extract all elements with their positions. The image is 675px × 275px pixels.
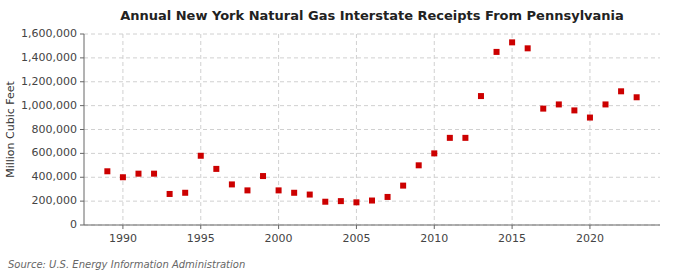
grid-line-y: [84, 105, 660, 106]
point: [494, 49, 500, 55]
grid-line-y: [84, 129, 660, 130]
point: [369, 198, 375, 204]
point: [385, 194, 391, 200]
point: [416, 162, 422, 168]
y-axis-label: Million Cubic Feet: [4, 80, 17, 177]
point: [634, 94, 640, 100]
tick-label-y: 400,000: [32, 170, 78, 183]
grid-line-x: [200, 34, 201, 225]
point: [556, 101, 562, 107]
tick-label-y: 1,600,000: [21, 27, 77, 40]
tick-x: [589, 225, 590, 229]
point: [135, 171, 141, 177]
grid-line-x: [278, 34, 279, 225]
tick-label-x: 2020: [576, 232, 604, 245]
tick-label-x: 1995: [187, 232, 215, 245]
tick-label-y: 600,000: [32, 146, 78, 159]
grid-line-y: [84, 81, 660, 82]
tick-label-x: 2000: [265, 232, 293, 245]
tick-y: [80, 201, 84, 202]
tick-y: [80, 177, 84, 178]
data-points: [104, 39, 639, 205]
point: [431, 150, 437, 156]
point: [603, 101, 609, 107]
point: [447, 135, 453, 141]
grid-line-x: [356, 34, 357, 225]
grid-line-x: [589, 34, 590, 225]
tick-x: [512, 225, 513, 229]
grid-line-y: [84, 34, 660, 35]
point: [353, 199, 359, 205]
point: [291, 190, 297, 196]
title: Annual New York Natural Gas Interstate R…: [120, 8, 624, 23]
tick-label-x: 1990: [109, 232, 137, 245]
point: [151, 171, 157, 177]
tick-x: [278, 225, 279, 229]
grid-line-y: [84, 57, 660, 58]
point: [104, 168, 110, 174]
point: [587, 115, 593, 121]
point: [167, 191, 173, 197]
grid: [84, 34, 660, 225]
tick-label-y: 0: [70, 218, 77, 231]
tick-y: [80, 57, 84, 58]
grid-line-x: [122, 34, 123, 225]
point: [120, 174, 126, 180]
chart-svg: 0 200,000 400,000 600,000 800,000 1,000,000 1,…: [0, 0, 675, 275]
y-axis-line: [84, 34, 85, 225]
tick-y: [80, 153, 84, 154]
point: [509, 39, 515, 45]
point: [229, 181, 235, 187]
tick-y: [80, 225, 84, 226]
point: [462, 135, 468, 141]
point: [618, 88, 624, 94]
tick-y: [80, 105, 84, 106]
point: [338, 198, 344, 204]
tick-label-x: 2015: [498, 232, 526, 245]
tick-x: [434, 225, 435, 229]
tick-label-y: 200,000: [32, 194, 78, 207]
tick-y: [80, 34, 84, 35]
tick-label-y: 1,400,000: [21, 51, 77, 64]
grid-line-y: [84, 177, 660, 178]
point: [276, 187, 282, 193]
tick-label-y: 800,000: [32, 123, 78, 136]
tick-x: [356, 225, 357, 229]
source-note: Source: U.S. Energy Information Administ…: [8, 259, 245, 270]
tick-y: [80, 81, 84, 82]
x-axis-line: [84, 225, 660, 226]
tick-label-x: 2010: [420, 232, 448, 245]
tick-label-x: 2005: [342, 232, 370, 245]
point: [478, 93, 484, 99]
grid-line-x: [434, 34, 435, 225]
point: [322, 199, 328, 205]
tick-label-y: 1,200,000: [21, 75, 77, 88]
tick-label-y: 1,000,000: [21, 99, 77, 112]
point: [307, 192, 313, 198]
tick-x: [200, 225, 201, 229]
point: [540, 106, 546, 112]
tick-x: [122, 225, 123, 229]
point: [400, 183, 406, 189]
point: [198, 153, 204, 159]
axes: 0 200,000 400,000 600,000 800,000 1,000,000 1,…: [21, 27, 660, 245]
point: [260, 173, 266, 179]
grid-line-x: [512, 34, 513, 225]
point: [213, 166, 219, 172]
point: [182, 190, 188, 196]
point: [525, 45, 531, 51]
tick-y: [80, 129, 84, 130]
grid-line-y: [84, 153, 660, 154]
point: [571, 107, 577, 113]
point: [244, 187, 250, 193]
chart-container: 0 200,000 400,000 600,000 800,000 1,000,000 1,…: [0, 0, 675, 275]
grid-line-y: [84, 225, 660, 226]
